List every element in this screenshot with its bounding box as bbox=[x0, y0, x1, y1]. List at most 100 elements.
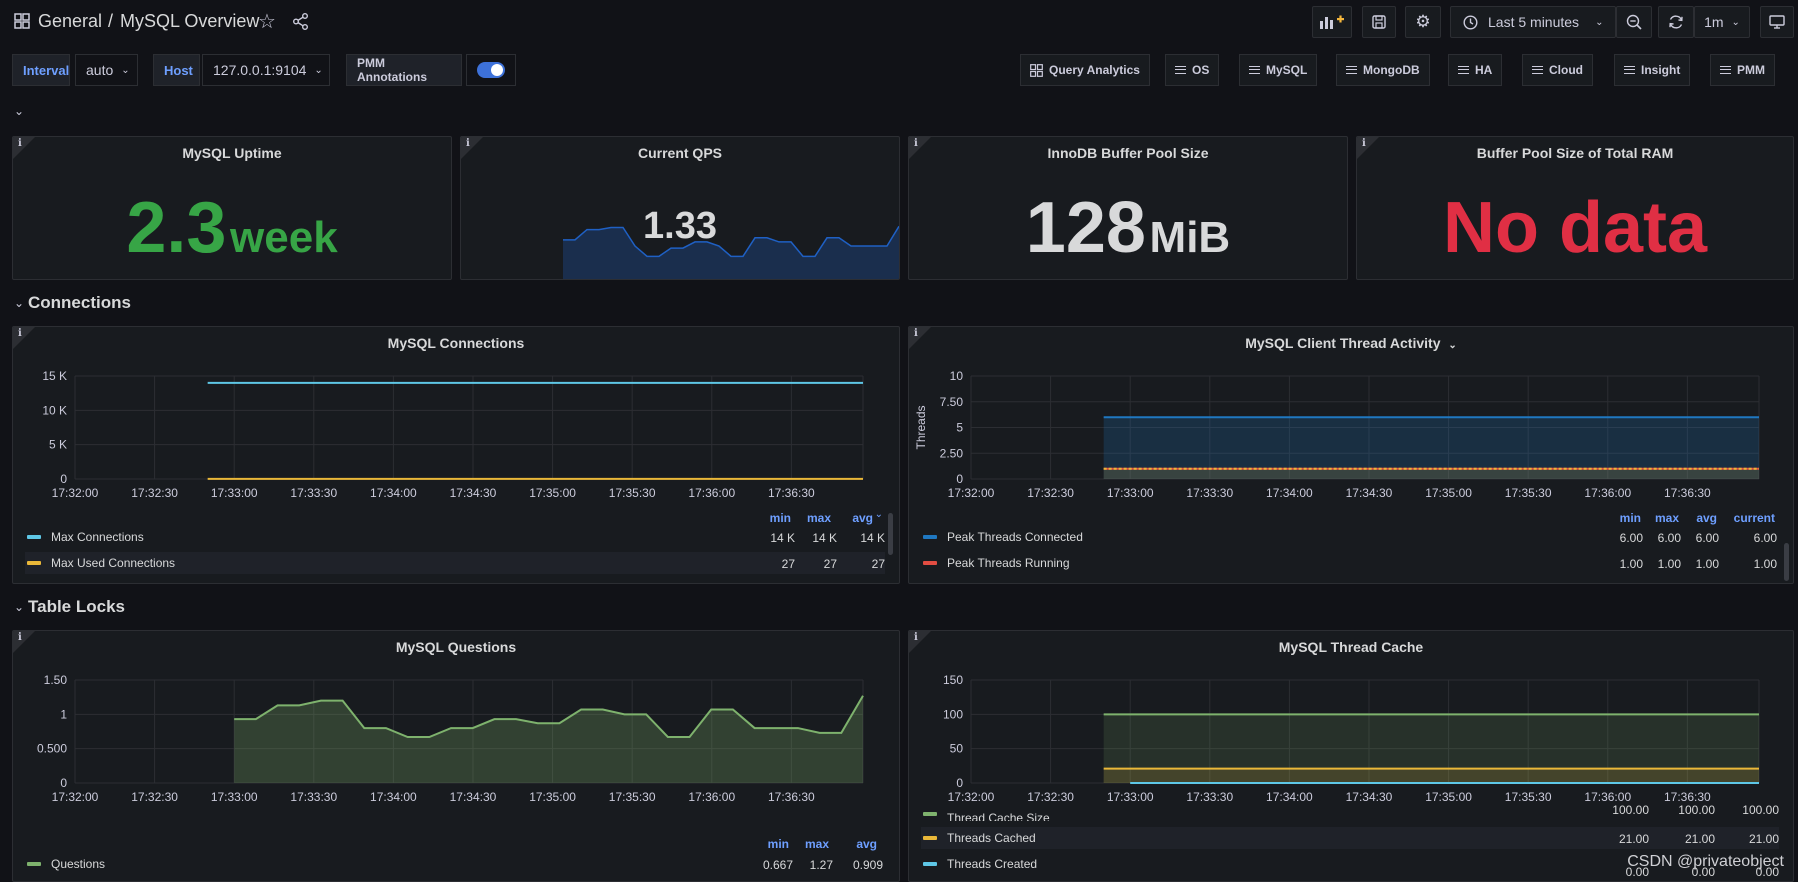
link-insight[interactable]: Insight bbox=[1614, 54, 1690, 86]
legend-series-name: Max Connections bbox=[51, 530, 144, 544]
x-tick-label: 17:34:30 bbox=[450, 486, 497, 500]
legend-item[interactable]: Max Connections bbox=[25, 526, 885, 548]
tv-mode-button[interactable] bbox=[1760, 6, 1794, 38]
y-tick-label: 50 bbox=[950, 742, 964, 756]
zoom-out-button[interactable] bbox=[1616, 6, 1652, 38]
star-icon[interactable]: ☆ bbox=[258, 9, 276, 34]
x-tick-label: 17:33:00 bbox=[211, 486, 258, 500]
row-title-table-locks[interactable]: Table Locks bbox=[28, 597, 125, 617]
link-ha[interactable]: HA bbox=[1448, 54, 1502, 86]
bars-icon bbox=[1720, 66, 1731, 74]
add-panel-button[interactable] bbox=[1312, 6, 1352, 38]
x-tick-label: 17:33:00 bbox=[211, 790, 258, 804]
legend-header-avg[interactable]: avg bbox=[852, 511, 873, 525]
sort-chevron-icon[interactable]: ⌄ bbox=[875, 509, 883, 520]
legend-header-avg[interactable]: avg bbox=[1696, 511, 1717, 525]
link-cloud[interactable]: Cloud bbox=[1522, 54, 1593, 86]
dashboard-settings-button[interactable]: ⚙ bbox=[1405, 6, 1441, 38]
x-tick-label: 17:33:30 bbox=[1186, 790, 1233, 804]
refresh-button[interactable] bbox=[1658, 6, 1694, 38]
x-tick-label: 17:32:30 bbox=[131, 486, 178, 500]
legend-avg: 0.909 bbox=[853, 858, 883, 872]
link-query-analytics[interactable]: Query Analytics bbox=[1020, 54, 1150, 86]
legend-header-current[interactable]: current bbox=[1734, 511, 1775, 525]
x-tick-label: 17:35:30 bbox=[609, 486, 656, 500]
chevron-down-icon[interactable]: ⌄ bbox=[14, 600, 24, 614]
y-tick-label: 2.50 bbox=[940, 446, 964, 460]
interval-select[interactable]: auto ⌄ bbox=[75, 54, 138, 86]
x-tick-label: 17:32:30 bbox=[131, 790, 178, 804]
x-tick-label: 17:36:30 bbox=[1664, 486, 1711, 500]
legend-header-min[interactable]: min bbox=[1620, 511, 1641, 525]
breadcrumb-folder[interactable]: General bbox=[38, 11, 102, 32]
legend-header-max[interactable]: max bbox=[805, 837, 829, 851]
page-title[interactable]: MySQL Overview bbox=[120, 11, 259, 32]
legend-max: 6.00 bbox=[1658, 531, 1681, 545]
legend-header-max[interactable]: max bbox=[1655, 511, 1679, 525]
refresh-icon bbox=[1668, 14, 1684, 30]
legend-item[interactable]: Threads Cached bbox=[921, 827, 1779, 849]
series-area bbox=[1104, 469, 1759, 479]
row-title-connections[interactable]: Connections bbox=[28, 293, 131, 313]
link-pmm[interactable]: PMM bbox=[1710, 54, 1775, 86]
link-mysql[interactable]: MySQL bbox=[1239, 54, 1317, 86]
series-swatch bbox=[923, 561, 937, 565]
y-tick-label: 0 bbox=[60, 472, 67, 486]
refresh-interval-label: 1m bbox=[1704, 14, 1723, 30]
uptime-value: 2.3 bbox=[126, 188, 226, 268]
breadcrumb-separator: / bbox=[108, 11, 113, 32]
legend-max: 1.00 bbox=[1658, 557, 1681, 571]
legend-item[interactable]: Peak Threads Connected bbox=[921, 526, 1779, 548]
chevron-down-icon: ⌄ bbox=[121, 65, 129, 76]
bars-icon bbox=[1175, 66, 1186, 74]
panel-mysql-uptime: i MySQL Uptime 2.3 week bbox=[12, 136, 452, 280]
link-mongodb[interactable]: MongoDB bbox=[1336, 54, 1430, 86]
panel-buffer-pool-ram: i Buffer Pool Size of Total RAM No data bbox=[1356, 136, 1794, 280]
legend-item[interactable]: Max Used Connections bbox=[25, 552, 885, 574]
gear-icon: ⚙ bbox=[1415, 12, 1430, 32]
bars-icon bbox=[1624, 66, 1635, 74]
panel-title: InnoDB Buffer Pool Size bbox=[909, 145, 1347, 161]
legend-item[interactable]: Peak Threads Running bbox=[921, 552, 1779, 574]
legend-item[interactable]: Questions bbox=[25, 853, 885, 875]
series-swatch bbox=[923, 836, 937, 840]
legend-header-max[interactable]: max bbox=[807, 511, 831, 525]
legend-header-min[interactable]: min bbox=[768, 837, 789, 851]
legend-scrollbar[interactable] bbox=[1784, 543, 1789, 581]
series-swatch bbox=[27, 862, 41, 866]
link-label: PMM bbox=[1737, 63, 1765, 77]
y-tick-label: 1 bbox=[60, 707, 67, 721]
y-tick-label: 15 K bbox=[42, 369, 67, 383]
legend-series-name: Peak Threads Running bbox=[947, 556, 1070, 570]
host-select[interactable]: 127.0.0.1:9104 ⌄ bbox=[202, 54, 330, 86]
share-icon[interactable] bbox=[292, 13, 309, 30]
panel-title: Current QPS bbox=[461, 145, 899, 161]
panel-title: Buffer Pool Size of Total RAM bbox=[1357, 145, 1793, 161]
host-value: 127.0.0.1:9104 bbox=[213, 62, 306, 78]
dashboards-grid-icon[interactable] bbox=[14, 13, 30, 29]
link-os[interactable]: OS bbox=[1165, 54, 1219, 86]
time-range-label: Last 5 minutes bbox=[1488, 14, 1579, 30]
legend-header-avg[interactable]: avg bbox=[856, 837, 877, 851]
y-tick-label: 0 bbox=[60, 776, 67, 790]
interval-value: auto bbox=[86, 62, 113, 78]
pmm-annotations-toggle[interactable] bbox=[477, 62, 505, 78]
legend-header-min[interactable]: min bbox=[770, 511, 791, 525]
monitor-icon bbox=[1769, 15, 1785, 29]
x-tick-label: 17:32:00 bbox=[52, 486, 99, 500]
time-range-picker[interactable]: Last 5 minutes ⌄ bbox=[1450, 6, 1616, 38]
legend-min: 0.667 bbox=[763, 858, 793, 872]
collapse-row-chevron-icon[interactable]: ⌄ bbox=[14, 104, 24, 118]
legend-current: 1.00 bbox=[1754, 557, 1777, 571]
legend-max: 14 K bbox=[812, 531, 837, 545]
series-swatch bbox=[27, 535, 41, 539]
legend-scrollbar[interactable] bbox=[888, 513, 893, 555]
y-tick-label: 100 bbox=[943, 707, 963, 721]
refresh-interval-picker[interactable]: 1m ⌄ bbox=[1694, 6, 1750, 38]
y-tick-label: 1.50 bbox=[44, 673, 68, 687]
host-variable-label: Host bbox=[153, 54, 200, 86]
save-dashboard-button[interactable] bbox=[1362, 6, 1396, 38]
chevron-down-icon[interactable]: ⌄ bbox=[14, 296, 24, 310]
